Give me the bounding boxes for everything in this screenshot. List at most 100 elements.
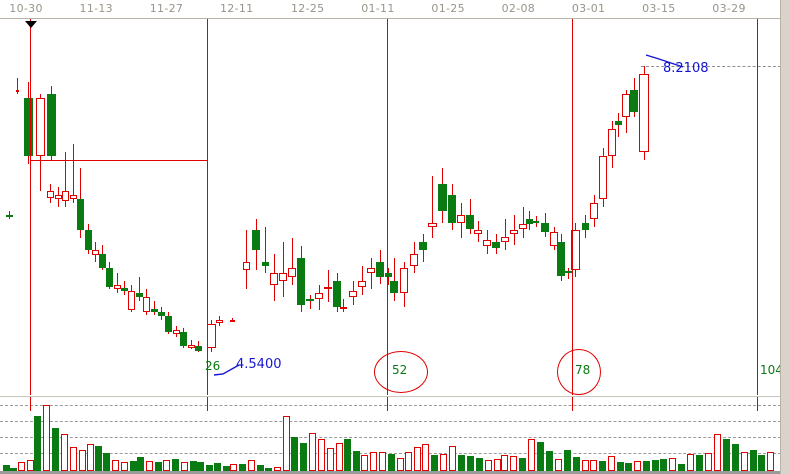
volume-bar: [43, 404, 51, 471]
candle-body: [24, 97, 33, 157]
candle: [474, 221, 482, 243]
candle: [16, 78, 19, 94]
volume-bar: [213, 463, 221, 471]
candle: [180, 328, 187, 348]
candle: [106, 261, 113, 290]
candle-body: [582, 222, 589, 231]
candle-body: [306, 299, 314, 302]
date-tick-label: 03-01: [571, 2, 606, 15]
candle: [526, 210, 533, 231]
right-scrollbar[interactable]: [780, 0, 789, 474]
cursor-vertical-line[interactable]: [757, 19, 758, 395]
volume-bar: [343, 438, 351, 471]
volume-bar: [370, 451, 378, 471]
candle: [85, 224, 92, 254]
index-marker-label-52: 52: [392, 363, 408, 377]
candle-body: [243, 261, 250, 270]
candle-body: [608, 128, 616, 157]
index-marker-label-78: 78: [575, 363, 591, 377]
volume-bar: [722, 438, 730, 471]
candle-body: [216, 320, 223, 323]
candle-wick: [124, 281, 125, 295]
volume-cursor-line[interactable]: [207, 397, 208, 411]
date-tick-label: 02-08: [501, 2, 536, 15]
pane-separator: [0, 396, 781, 397]
volume-bar: [61, 434, 69, 471]
candle: [333, 273, 341, 313]
volume-bar: [111, 460, 119, 471]
candle: [207, 320, 216, 353]
volume-bar: [206, 465, 214, 471]
price-pane[interactable]: 8.2108 26 4.5400 52 78 104: [0, 19, 781, 395]
candle: [565, 267, 572, 279]
cursor-vertical-line[interactable]: [387, 19, 388, 395]
volume-bar: [624, 463, 632, 471]
candle-body: [385, 273, 392, 278]
candle-body: [36, 97, 45, 157]
candle: [99, 244, 106, 270]
volume-bar: [300, 442, 308, 471]
candle: [315, 285, 323, 311]
candle-wick: [117, 273, 118, 293]
volume-bar: [361, 454, 369, 471]
volume-cursor-line[interactable]: [572, 397, 573, 411]
volume-bar: [273, 467, 281, 471]
candle-wick: [17, 78, 18, 94]
candle: [143, 289, 150, 315]
volume-cursor-line[interactable]: [387, 397, 388, 411]
volume-bar: [458, 455, 466, 471]
candle: [376, 249, 384, 284]
volume-cursor-line[interactable]: [757, 397, 758, 411]
candle: [306, 294, 314, 309]
candle-body: [279, 273, 287, 282]
candle-body: [297, 257, 305, 305]
candle-body: [188, 344, 195, 348]
candle-body: [165, 316, 172, 333]
candle: [448, 183, 456, 231]
cursor-vertical-line[interactable]: [207, 19, 208, 395]
volume-bar: [467, 456, 475, 471]
cursor-vertical-line[interactable]: [30, 19, 31, 395]
candle: [47, 183, 54, 204]
cursor-vertical-line[interactable]: [572, 19, 573, 395]
candle: [385, 267, 392, 286]
candle-body: [599, 156, 607, 200]
volume-bar: [440, 453, 448, 471]
volume-bar: [758, 455, 766, 471]
candle-body: [288, 267, 296, 278]
candle: [630, 78, 638, 118]
volume-bar: [352, 450, 360, 471]
candle: [557, 234, 565, 282]
candle-body: [367, 267, 375, 274]
candle-body: [457, 214, 465, 223]
low-price-leader-line: [213, 364, 240, 376]
volume-cursor-line[interactable]: [30, 397, 31, 411]
candle: [483, 230, 491, 254]
candle-body: [324, 286, 332, 290]
candle: [288, 238, 296, 286]
volume-bar: [120, 462, 128, 471]
support-line: [30, 160, 207, 161]
candle-body: [400, 267, 408, 293]
candle: [216, 316, 223, 326]
volume-bar: [642, 461, 650, 471]
candle: [622, 89, 630, 133]
volume-bar: [197, 462, 205, 471]
volume-bar: [2, 465, 10, 471]
volume-bar: [264, 468, 272, 471]
candle-body: [349, 291, 357, 297]
candle: [550, 226, 558, 250]
candle-body: [92, 249, 99, 256]
volume-bar: [713, 434, 721, 471]
candle-body: [77, 199, 84, 231]
candle-body: [390, 281, 398, 293]
candle: [324, 269, 332, 303]
candle: [230, 317, 235, 322]
volume-pane[interactable]: [0, 397, 781, 474]
candle: [243, 230, 250, 290]
volume-bar: [669, 458, 677, 471]
candle-body: [262, 261, 269, 266]
volume-bar: [687, 453, 695, 471]
candle-body: [315, 292, 323, 300]
volume-bar: [10, 468, 18, 471]
